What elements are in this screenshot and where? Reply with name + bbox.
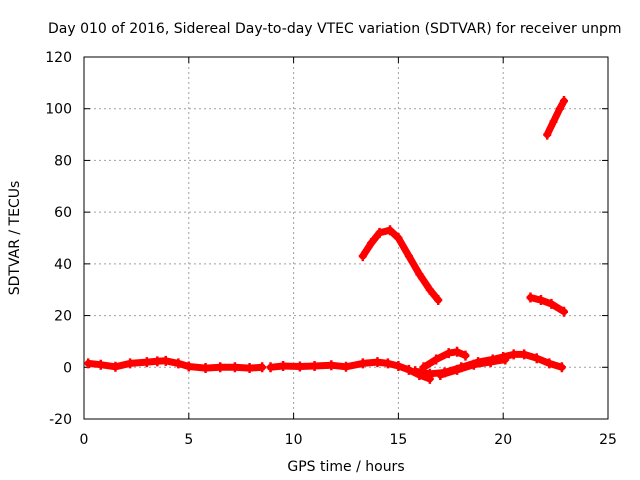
data-point bbox=[526, 292, 535, 303]
data-point bbox=[501, 354, 510, 365]
data-point bbox=[453, 364, 462, 375]
data-point bbox=[425, 284, 434, 295]
data-point bbox=[404, 251, 413, 262]
data-point bbox=[520, 349, 529, 360]
data-point bbox=[461, 350, 470, 361]
data-point bbox=[310, 360, 319, 371]
data-point bbox=[394, 233, 403, 243]
y-tick-label: 80 bbox=[54, 153, 72, 169]
data-point bbox=[545, 358, 554, 369]
plot-frame bbox=[83, 56, 609, 420]
y-tick-label: 100 bbox=[45, 102, 72, 118]
data-point bbox=[543, 129, 552, 140]
data-point bbox=[184, 361, 193, 372]
data-point bbox=[84, 358, 93, 369]
data-point bbox=[327, 360, 336, 371]
data-point bbox=[411, 366, 420, 377]
data-point bbox=[111, 361, 120, 372]
data-point bbox=[126, 358, 135, 369]
data-point bbox=[559, 95, 568, 106]
x-tick-label: 10 bbox=[285, 432, 303, 448]
x-tick-label: 25 bbox=[599, 432, 617, 448]
data-point bbox=[536, 295, 545, 306]
data-point bbox=[142, 357, 151, 368]
data-point bbox=[425, 368, 434, 379]
data-point bbox=[174, 358, 183, 369]
data-point bbox=[434, 295, 443, 306]
y-tick-label: 40 bbox=[54, 257, 72, 273]
data-point bbox=[216, 362, 225, 373]
axis-ticks bbox=[83, 56, 609, 420]
y-tick-label: -20 bbox=[49, 412, 72, 428]
x-tick-label: 0 bbox=[80, 432, 89, 448]
data-point bbox=[432, 354, 441, 365]
data-point bbox=[245, 363, 254, 374]
data-point bbox=[342, 361, 350, 372]
y-tick-label: 120 bbox=[45, 50, 72, 66]
data-point bbox=[358, 358, 367, 369]
data-point bbox=[532, 353, 541, 364]
y-tick-label: 60 bbox=[54, 205, 72, 221]
data-point bbox=[404, 364, 413, 375]
data-point bbox=[279, 360, 288, 371]
x-tick-label: 5 bbox=[184, 432, 193, 448]
data-point bbox=[153, 356, 162, 367]
y-tick-labels: -20 0 20 40 60 80 100 120 bbox=[45, 50, 72, 428]
data-point bbox=[201, 363, 210, 374]
data-point bbox=[367, 238, 376, 249]
data-point bbox=[383, 358, 392, 369]
data-point bbox=[555, 103, 564, 114]
x-axis-label: GPS time / hours bbox=[287, 459, 404, 475]
data-point bbox=[358, 251, 367, 262]
data-point bbox=[547, 298, 556, 309]
data-point bbox=[295, 361, 304, 372]
x-tick-label: 15 bbox=[389, 432, 407, 448]
data-point bbox=[559, 306, 568, 317]
data-point bbox=[386, 225, 395, 236]
data-point bbox=[557, 362, 566, 373]
x-tick-label: 20 bbox=[494, 432, 512, 448]
data-point bbox=[161, 355, 170, 366]
data-point bbox=[453, 346, 462, 357]
data-point bbox=[509, 349, 518, 360]
data-point bbox=[375, 227, 384, 238]
data-point bbox=[266, 362, 275, 373]
y-axis-label: SDTVAR / TECUs bbox=[7, 181, 23, 296]
y-tick-label: 0 bbox=[63, 360, 72, 376]
series-late-decline bbox=[526, 294, 568, 316]
data-point bbox=[436, 370, 445, 381]
data-point bbox=[230, 362, 239, 373]
chart-title: Day 010 of 2016, Sidereal Day-to-day VTE… bbox=[48, 21, 622, 37]
data-point bbox=[373, 357, 382, 368]
series-layer bbox=[84, 95, 568, 384]
data-point bbox=[444, 348, 453, 359]
data-point bbox=[469, 359, 478, 370]
data-point bbox=[486, 357, 495, 368]
data-point bbox=[96, 359, 105, 370]
y-tick-label: 20 bbox=[54, 309, 72, 325]
series-late-rise bbox=[543, 97, 568, 139]
data-point bbox=[419, 362, 428, 373]
data-point bbox=[415, 269, 424, 280]
data-point bbox=[258, 362, 267, 373]
data-point bbox=[549, 116, 558, 127]
x-tick-labels: 0 5 10 15 20 25 bbox=[80, 432, 617, 448]
data-point bbox=[394, 360, 403, 371]
